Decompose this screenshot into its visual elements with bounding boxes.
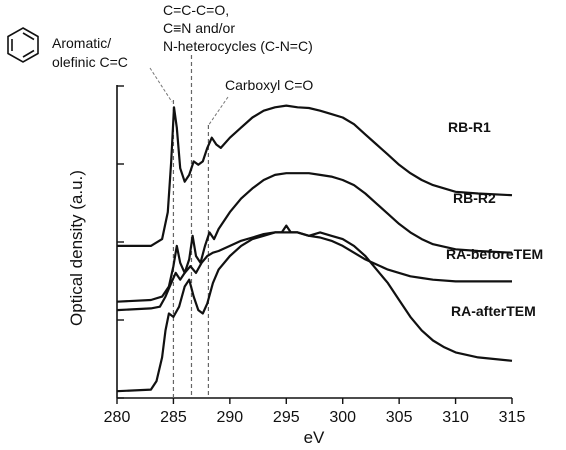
annotation-heterocycles-line1: C=C-C=O, xyxy=(163,2,229,18)
series-line-ra-aftertem xyxy=(116,231,513,393)
series-line-rb-r2 xyxy=(116,172,513,303)
annotation-heterocycles: C=C-C=O, C≡N and/or N-heterocycles (C-N=… xyxy=(163,2,313,54)
leader-aromatic xyxy=(149,67,173,103)
spectra-curves xyxy=(116,104,513,393)
leader-carboxyl xyxy=(207,96,229,127)
annotation-carboxyl: Carboxyl C=O xyxy=(225,77,313,93)
series-label-ra-beforetem: RA-beforeTEM xyxy=(446,246,543,262)
axes xyxy=(116,85,512,399)
x-tick-label: 285 xyxy=(160,409,187,426)
benzene-ring-icon xyxy=(7,27,39,63)
x-tick-label: 295 xyxy=(273,409,300,426)
x-tick-label: 280 xyxy=(104,409,131,426)
series-labels: RB-R1 RB-R2 RA-beforeTEM RA-afterTEM xyxy=(446,119,543,319)
annotation-aromatic-line2: olefinic C=C xyxy=(52,54,128,70)
x-tick-label: 305 xyxy=(386,409,413,426)
reference-lines xyxy=(172,55,210,398)
x-tick-label: 290 xyxy=(217,409,244,426)
x-axis-ticks: 280 285 290 295 300 305 310 315 xyxy=(104,398,526,426)
series-line-ra-beforetem xyxy=(116,224,512,312)
annotation-heterocycles-line3: N-heterocycles (C-N=C) xyxy=(163,38,313,54)
series-line-rb-r1 xyxy=(117,104,513,247)
x-axis-title: eV xyxy=(304,428,325,447)
x-tick-label: 315 xyxy=(499,409,526,426)
series-label-rb-r2: RB-R2 xyxy=(453,190,496,206)
series-label-rb-r1: RB-R1 xyxy=(448,119,491,135)
y-axis-title: Optical density (a.u.) xyxy=(67,170,86,326)
annotation-aromatic-line1: Aromatic/ xyxy=(52,35,111,51)
x-tick-label: 300 xyxy=(329,409,356,426)
annotation-heterocycles-line2: C≡N and/or xyxy=(163,20,235,36)
x-tick-label: 310 xyxy=(442,409,469,426)
annotation-aromatic: Aromatic/ olefinic C=C xyxy=(52,35,128,70)
series-label-ra-aftertem: RA-afterTEM xyxy=(451,303,536,319)
